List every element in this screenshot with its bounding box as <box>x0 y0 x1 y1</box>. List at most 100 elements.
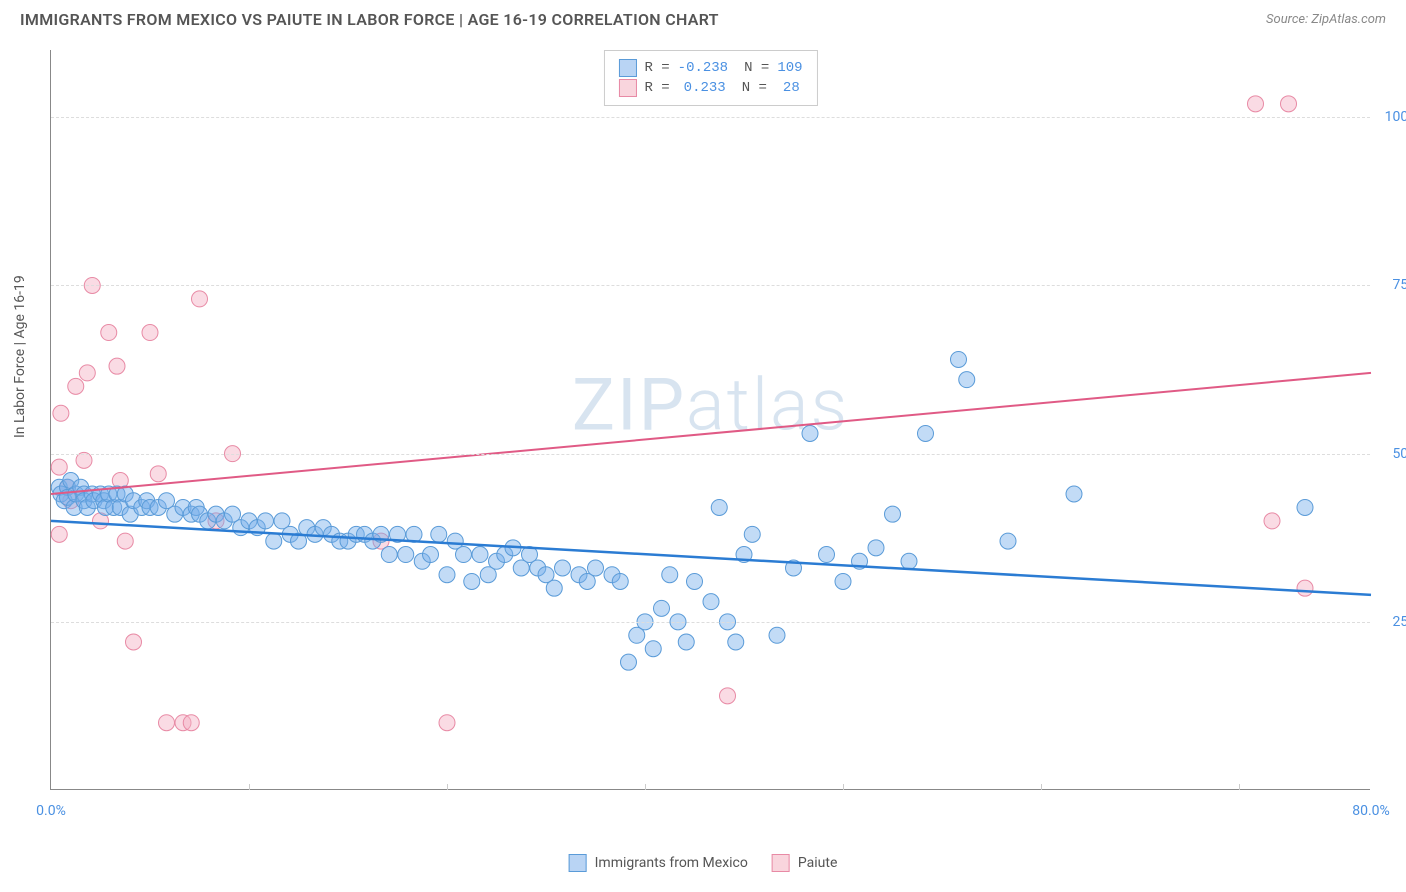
data-point <box>126 634 142 650</box>
data-point <box>819 547 835 563</box>
data-point <box>959 372 975 388</box>
data-point <box>423 547 439 563</box>
gridline <box>51 285 1370 286</box>
xtick-mark <box>1041 784 1042 790</box>
n-label: N = <box>742 80 767 96</box>
n-value: 28 <box>783 80 800 96</box>
data-point <box>439 567 455 583</box>
xtick-mark <box>447 784 448 790</box>
data-point <box>1248 96 1264 112</box>
data-point <box>142 325 158 341</box>
r-label: R = <box>644 80 669 96</box>
data-point <box>835 573 851 589</box>
data-point <box>612 573 628 589</box>
data-point <box>150 466 166 482</box>
ytick-label: 75.0% <box>1375 277 1406 293</box>
plot-svg <box>51 50 1370 789</box>
swatch-blue-icon <box>569 854 587 872</box>
data-point <box>687 573 703 589</box>
data-point <box>53 405 69 421</box>
data-point <box>79 365 95 381</box>
data-point <box>802 425 818 441</box>
data-point <box>431 526 447 542</box>
xtick-label: 0.0% <box>36 803 66 819</box>
data-point <box>951 351 967 367</box>
chart-title: IMMIGRANTS FROM MEXICO VS PAIUTE IN LABO… <box>20 10 719 29</box>
data-point <box>381 547 397 563</box>
swatch-blue-icon <box>618 59 636 77</box>
gridline <box>51 117 1370 118</box>
data-point <box>439 715 455 731</box>
data-point <box>885 506 901 522</box>
data-point <box>588 560 604 576</box>
series-legend: Immigrants from Mexico Paiute <box>569 854 838 872</box>
data-point <box>703 594 719 610</box>
data-point <box>183 715 199 731</box>
legend-row-pink: R = 0.233 N = 28 <box>618 79 802 97</box>
ytick-label: 25.0% <box>1375 614 1406 630</box>
swatch-pink-icon <box>618 79 636 97</box>
data-point <box>258 513 274 529</box>
xtick-mark <box>645 784 646 790</box>
scatter-chart: ZIPatlas R = -0.238 N = 109 R = 0.233 N … <box>50 50 1370 790</box>
gridline <box>51 622 1370 623</box>
data-point <box>678 634 694 650</box>
data-point <box>472 547 488 563</box>
y-axis-label: In Labor Force | Age 16-19 <box>12 275 28 438</box>
correlation-legend: R = -0.238 N = 109 R = 0.233 N = 28 <box>603 50 817 106</box>
data-point <box>1264 513 1280 529</box>
legend-item-mexico: Immigrants from Mexico <box>569 854 748 872</box>
data-point <box>266 533 282 549</box>
n-value: 109 <box>777 60 802 76</box>
data-point <box>728 634 744 650</box>
data-point <box>51 526 67 542</box>
xtick-mark <box>843 784 844 790</box>
legend-label: Immigrants from Mexico <box>595 855 748 871</box>
gridline <box>51 454 1370 455</box>
data-point <box>901 553 917 569</box>
data-point <box>109 358 125 374</box>
data-point <box>711 499 727 515</box>
legend-label: Paiute <box>798 855 838 871</box>
data-point <box>720 688 736 704</box>
data-point <box>398 547 414 563</box>
r-value: -0.238 <box>678 60 728 76</box>
trendline <box>51 521 1371 595</box>
chart-source: Source: ZipAtlas.com <box>1266 12 1386 27</box>
data-point <box>1066 486 1082 502</box>
data-point <box>456 547 472 563</box>
legend-row-blue: R = -0.238 N = 109 <box>618 59 802 77</box>
chart-header: IMMIGRANTS FROM MEXICO VS PAIUTE IN LABO… <box>0 0 1406 37</box>
data-point <box>464 573 480 589</box>
data-point <box>1000 533 1016 549</box>
data-point <box>68 378 84 394</box>
xtick-mark <box>1239 784 1240 790</box>
xtick-label: 80.0% <box>1352 803 1390 819</box>
trendline <box>51 373 1371 494</box>
data-point <box>744 526 760 542</box>
data-point <box>101 325 117 341</box>
data-point <box>51 459 67 475</box>
data-point <box>1297 580 1313 596</box>
data-point <box>117 533 133 549</box>
ytick-label: 50.0% <box>1375 446 1406 462</box>
data-point <box>555 560 571 576</box>
data-point <box>1297 499 1313 515</box>
data-point <box>918 425 934 441</box>
data-point <box>654 600 670 616</box>
r-label: R = <box>644 60 669 76</box>
data-point <box>76 452 92 468</box>
swatch-pink-icon <box>772 854 790 872</box>
ytick-label: 100.0% <box>1375 109 1406 125</box>
data-point <box>868 540 884 556</box>
data-point <box>546 580 562 596</box>
n-label: N = <box>744 60 769 76</box>
data-point <box>645 641 661 657</box>
r-value: 0.233 <box>684 80 726 96</box>
xtick-mark <box>249 784 250 790</box>
data-point <box>159 715 175 731</box>
data-point <box>662 567 678 583</box>
legend-item-paiute: Paiute <box>772 854 838 872</box>
data-point <box>1281 96 1297 112</box>
data-point <box>621 654 637 670</box>
